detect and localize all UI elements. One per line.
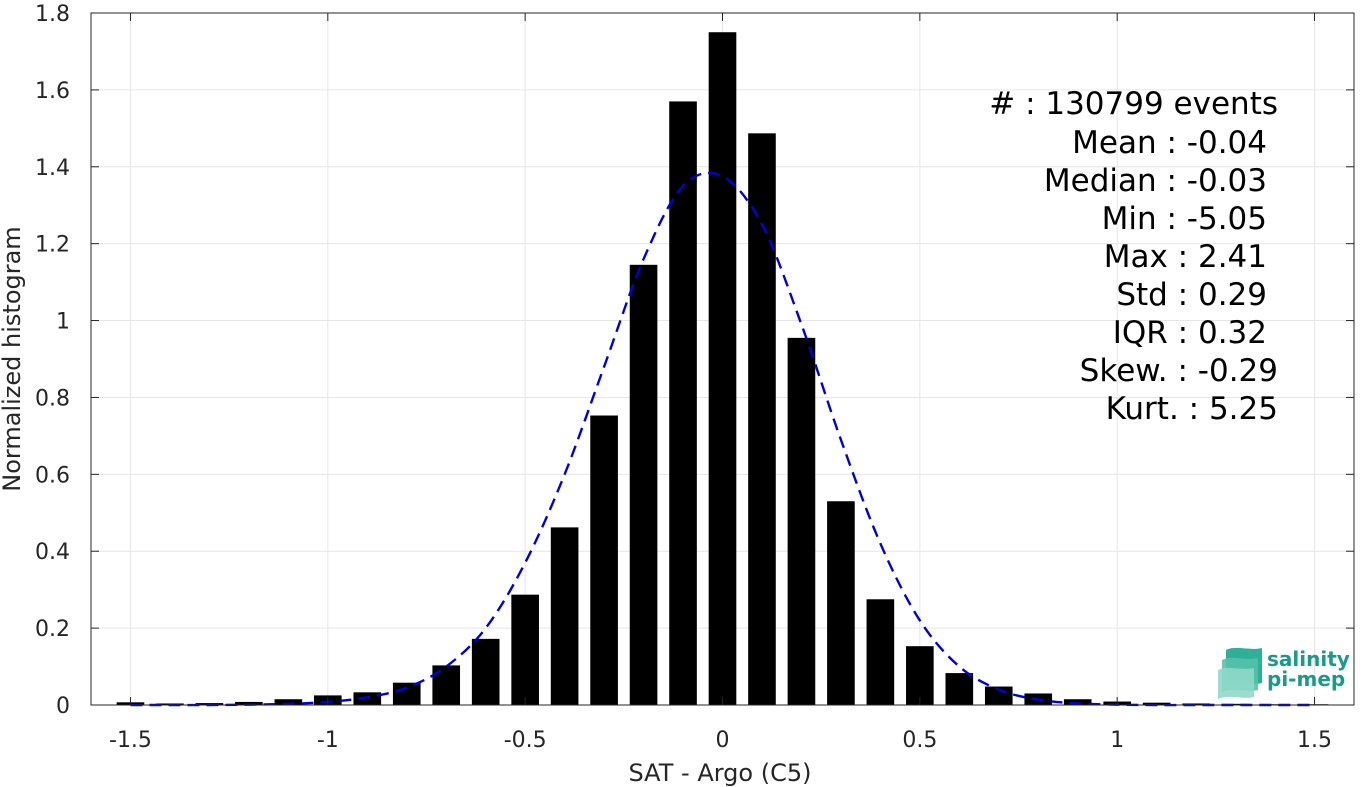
- histogram-bar: [590, 415, 618, 705]
- y-tick-label: 1.4: [35, 156, 70, 181]
- stat-kurt: Kurt. : 5.25: [1106, 391, 1278, 427]
- histogram-bar: [866, 599, 895, 705]
- histogram-bar: [906, 646, 934, 705]
- logo-text-salinity: salinity: [1267, 647, 1350, 671]
- logo-text-pi-mep: pi-mep: [1267, 667, 1345, 691]
- y-tick-label: 1.8: [35, 2, 70, 27]
- y-axis-label: Normalized histogram: [0, 226, 26, 491]
- y-tick-label: 0.4: [35, 540, 70, 565]
- y-tick-label: 1.6: [35, 79, 70, 104]
- y-tick-label: 0: [56, 694, 70, 719]
- y-tick-label: 0.2: [35, 617, 70, 642]
- histogram-bar: [1063, 699, 1092, 705]
- x-tick-label: 1: [1110, 728, 1124, 753]
- y-tick-label: 0.6: [35, 463, 70, 488]
- x-axis-ticks: -1.5 -1 -0.5 0 0.5 1 1.5: [109, 13, 1332, 753]
- histogram-bar: [669, 101, 697, 705]
- histogram-bar: [550, 527, 579, 705]
- x-tick-label: -1.5: [109, 728, 152, 753]
- x-axis-label: SAT - Argo (C5): [629, 759, 812, 787]
- stat-iqr: IQR : 0.32: [1113, 315, 1267, 351]
- histogram-bar: [471, 638, 500, 705]
- y-axis-ticks: 0 0.2 0.4 0.6 0.8 1 1.2 1.4 1.6 1.8: [35, 2, 1354, 719]
- stats-annotation: # : 130799 events Mean : -0.04 Median : …: [989, 86, 1278, 427]
- histogram-bar: [1182, 703, 1210, 705]
- salinity-pi-mep-logo: salinity pi-mep: [1218, 647, 1350, 699]
- histogram-bar: [629, 264, 658, 705]
- x-tick-label: 0: [716, 728, 730, 753]
- stat-max: Max : 2.41: [1104, 239, 1267, 275]
- histogram-bar: [274, 699, 303, 705]
- y-tick-label: 1: [56, 310, 70, 335]
- histogram-bar: [827, 501, 855, 705]
- stat-median: Median : -0.03: [1044, 163, 1267, 199]
- x-tick-label: -0.5: [504, 728, 547, 753]
- x-tick-label: 1.5: [1297, 728, 1332, 753]
- histogram-bar: [1221, 703, 1250, 705]
- bars: [116, 32, 1329, 705]
- x-tick-label: 0.5: [902, 728, 937, 753]
- x-tick-label: -1: [317, 728, 339, 753]
- histogram-bar: [945, 673, 974, 705]
- y-tick-label: 1.2: [35, 233, 70, 258]
- stat-count: # : 130799 events: [989, 86, 1278, 122]
- histogram-bar: [432, 665, 461, 705]
- histogram-bar: [708, 32, 737, 705]
- histogram-bar: [511, 594, 539, 705]
- gaussian-fit-curve: [130, 171, 1315, 707]
- stat-min: Min : -5.05: [1102, 201, 1267, 237]
- histogram-bar: [748, 133, 776, 705]
- histogram-bar: [353, 692, 382, 705]
- logo-wave-icon: [1218, 647, 1262, 699]
- stat-mean: Mean : -0.04: [1072, 125, 1267, 161]
- y-tick-label: 0.8: [35, 386, 70, 411]
- stat-skew: Skew. : -0.29: [1080, 353, 1278, 389]
- histogram-bar: [787, 337, 816, 705]
- stat-std: Std : 0.29: [1116, 277, 1267, 313]
- histogram-bar: [392, 682, 421, 705]
